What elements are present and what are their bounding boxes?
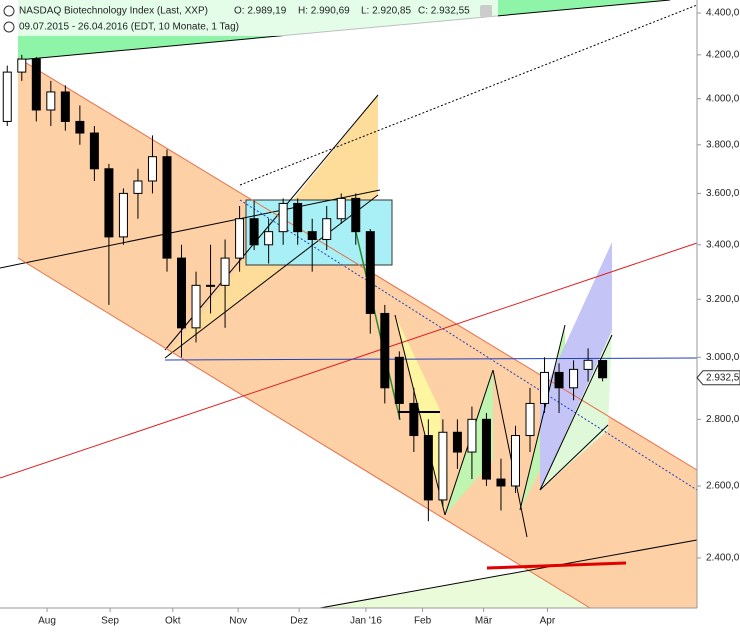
candle-body [264, 231, 274, 246]
candle-body [380, 312, 390, 389]
quote-low: L: 2.920,85 [361, 6, 411, 17]
candle-body [2, 71, 12, 122]
channel-line [17, 257, 591, 609]
quote-close: C: 2.932,55 [418, 6, 470, 17]
candle-body [104, 168, 114, 238]
trend-line [394, 314, 446, 516]
candle-body [307, 231, 317, 241]
trend-line [492, 369, 528, 538]
purple-channel [540, 242, 612, 490]
green-wedge [540, 330, 612, 490]
candle-body [481, 418, 491, 480]
x-tick-label: Okt [165, 616, 181, 627]
candle-body [598, 360, 608, 379]
x-tick-label: Nov [229, 616, 247, 627]
last-price-tag [696, 370, 740, 386]
y-tick-label: 4.200,0 [706, 49, 740, 60]
candle-body [554, 371, 564, 389]
trend-line [319, 539, 698, 609]
candle-body [467, 418, 477, 453]
candle-body [540, 371, 550, 404]
quote-high: H: 2.990,69 [298, 6, 350, 17]
x-tick-label: Aug [38, 616, 56, 627]
candle-body [351, 197, 361, 233]
y-tick-label: 4.000,0 [706, 93, 740, 104]
x-tick-label: Sep [101, 616, 119, 627]
x-tick-label: Apr [540, 616, 556, 627]
candle-body [75, 120, 85, 134]
drawings [0, 0, 698, 609]
candle-body [177, 257, 187, 329]
candle-body [60, 91, 70, 122]
x-tick-label: Dez [290, 616, 308, 627]
y-tick-label: 2.600,0 [706, 481, 740, 492]
candle-body [322, 218, 332, 241]
x-tick-label: Jan '16 [350, 616, 382, 627]
candle-body [249, 218, 259, 246]
y-tick-label: 2.800,0 [706, 414, 740, 425]
candle-body [46, 91, 56, 111]
y-tick-label: 2.400,0 [706, 553, 740, 564]
candle-body [438, 431, 448, 501]
candle-body [162, 156, 172, 259]
candle-body [496, 478, 506, 487]
trend-line [354, 227, 401, 421]
candle-body [569, 368, 579, 389]
level-line [486, 561, 627, 570]
toggle-icon[interactable] [3, 5, 15, 17]
candle-body [133, 180, 143, 194]
candle-body [31, 58, 41, 111]
candle-body [206, 284, 216, 287]
x-tick-label: Mär [475, 616, 493, 627]
y-tick-label: 3.200,0 [706, 294, 740, 305]
header-background [0, 0, 498, 36]
trend-line [0, 189, 381, 269]
settings-button[interactable] [480, 5, 492, 17]
trend-line [519, 324, 566, 511]
candle-body [394, 356, 404, 404]
candle-body [365, 231, 375, 314]
level-line [164, 357, 698, 361]
channel-line [17, 57, 698, 471]
trend-line [239, 4, 698, 186]
y-tick-label: 3.600,0 [706, 188, 740, 199]
candle-body [510, 435, 520, 487]
candle-body [235, 218, 245, 259]
candle-body [89, 132, 99, 170]
candle-body [409, 402, 419, 437]
quote-open: O: 2.989,19 [234, 6, 287, 17]
y-tick-label: 4.400,0 [706, 8, 740, 19]
candle-body [293, 202, 303, 233]
trend-line [539, 424, 609, 491]
chart-title: NASDAQ Biotechnology Index (Last, XXP) [19, 6, 208, 17]
trend-line [0, 242, 698, 479]
clock-icon [3, 21, 15, 33]
orange-channel [18, 58, 697, 608]
candle-body [423, 435, 433, 501]
candles [2, 54, 608, 522]
y-tick-label: 3.400,0 [706, 239, 740, 250]
chart-subtitle: 09.07.2015 - 26.04.2016 (EDT, 10 Monate,… [19, 22, 239, 33]
candle-body [17, 58, 27, 73]
y-tick-label: 3.800,0 [706, 139, 740, 150]
candle-body [118, 192, 128, 238]
candle-body [147, 156, 157, 182]
candle-body [525, 402, 535, 437]
trend-line [164, 194, 379, 359]
x-tick-label: Feb [414, 616, 432, 627]
candle-body [220, 257, 230, 286]
y-tick-label: 3.000,0 [706, 352, 740, 363]
candle-body [452, 431, 462, 453]
candle-body [336, 197, 346, 220]
last-price-label: 2.932,5 [706, 372, 740, 383]
candle-body [278, 202, 288, 233]
candle-body [583, 359, 593, 370]
candle-body [191, 284, 201, 329]
